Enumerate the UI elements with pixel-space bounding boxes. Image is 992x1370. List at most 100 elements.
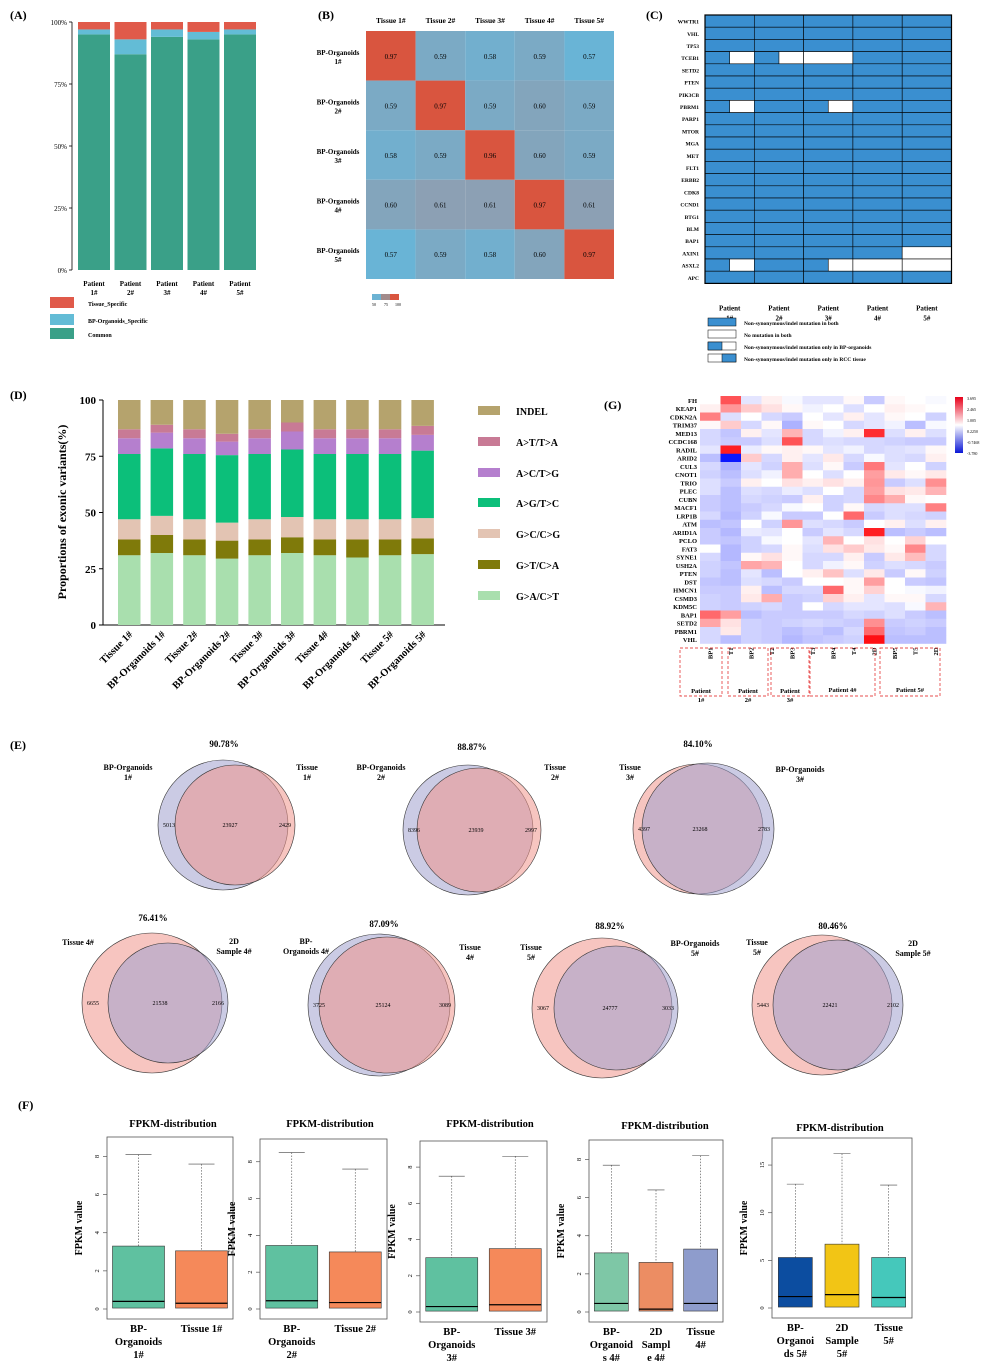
scale-label: 100 (395, 302, 401, 307)
group-label: 1# (698, 697, 705, 704)
heatmap-cell (823, 561, 844, 570)
overlap-percentage: 76.41% (138, 913, 167, 923)
heatmap-cell (925, 503, 947, 512)
mutation-cell (901, 234, 952, 248)
group-label: 2# (745, 697, 752, 704)
heatmap-cell (884, 503, 906, 512)
heatmap-cell (761, 635, 783, 644)
bar-segment (281, 449, 304, 517)
bar-segment (224, 34, 256, 271)
heatmap-cell (884, 635, 906, 644)
heatmap-cell (925, 610, 947, 620)
heatmap-cell (700, 478, 721, 488)
heatmap-cell (884, 462, 906, 471)
mutation-cell (803, 136, 854, 150)
heatmap-cell (741, 412, 762, 422)
panel-d-exonic-variant-chart: 0 25 50 75 100 Proportions of exonic variants… (55, 395, 560, 692)
heatmap-cell (905, 404, 926, 413)
mutation-cell (901, 148, 952, 162)
heatmap-cell (761, 544, 783, 554)
heatmap-cell (741, 536, 762, 545)
heatmap-cell (782, 404, 803, 413)
heatmap-cell (823, 437, 844, 446)
bar-segment (183, 555, 206, 625)
mutation-cell (803, 148, 854, 162)
heatmap-cell (864, 420, 885, 430)
mutation-cell (704, 246, 755, 260)
right-set-label: 2# (551, 773, 559, 782)
bar-segment (215, 455, 239, 523)
heatmap-cell (864, 627, 885, 636)
heatmap-cell (925, 561, 947, 570)
gene-label: MED13 (675, 431, 697, 438)
heatmap-cell (802, 585, 824, 595)
right-set-label: 2D (229, 937, 239, 946)
heatmap-cell (782, 445, 803, 455)
heatmap-cell (782, 478, 803, 488)
heatmap-cell (925, 618, 947, 628)
mutation-half (704, 51, 730, 65)
heatmap-cell (884, 552, 906, 562)
left-only-count: 6655 (87, 1001, 99, 1007)
heatmap-cell (843, 569, 865, 578)
patient-label: 3# (825, 314, 833, 322)
mutation-cell (901, 14, 952, 28)
heatmap-cell (761, 462, 783, 471)
heatmap-cell (700, 470, 721, 479)
heatmap-cell (802, 610, 824, 620)
bar-segment (183, 454, 206, 520)
gene-label: USH2A (676, 563, 698, 570)
box (778, 1257, 813, 1308)
box (328, 1251, 382, 1309)
x-tick-label: Patient (120, 280, 142, 288)
mutation-cell (753, 161, 804, 174)
mutation-cell (901, 136, 952, 150)
heatmap-cell (864, 404, 885, 413)
heatmap-cell (905, 412, 926, 422)
gene-label: FLT1 (686, 166, 699, 172)
heatmap-cell (782, 594, 803, 603)
heatmap-cell (700, 602, 721, 611)
heatmap-cell (905, 635, 926, 644)
x-tick-label: Organoids (428, 1340, 475, 1351)
heatmap-cell (761, 602, 783, 611)
x-tick-label: 5# (883, 1336, 894, 1347)
heatmap-cell (802, 453, 824, 463)
heatmap-cell (884, 528, 906, 537)
heatmap-cell (843, 552, 865, 562)
heatmap-cell (884, 478, 906, 488)
heatmap-cell (415, 179, 466, 230)
mutation-cell (852, 100, 903, 113)
heatmap-cell (465, 80, 515, 131)
heatmap-cell (823, 585, 844, 595)
right-only-count: 2166 (212, 1001, 224, 1007)
heatmap-cell (925, 594, 947, 603)
heatmap-cell (884, 486, 906, 496)
y-tick-label: 6 (247, 1196, 254, 1200)
heatmap-cell (782, 470, 803, 479)
heatmap-cell (514, 179, 565, 230)
heatmap-cell (925, 412, 947, 422)
heatmap-cell (564, 80, 614, 131)
mutation-half (803, 258, 829, 272)
left-set-label: 2# (377, 773, 385, 782)
mutation-cell (753, 112, 804, 126)
mutation-cell (704, 124, 755, 138)
x-tick-label: Patient (229, 280, 251, 288)
right-only-count: 2997 (525, 828, 537, 834)
heatmap-cell (843, 445, 865, 455)
venn-right-circle (641, 762, 775, 896)
bar-segment (118, 519, 141, 540)
right-set-label: Tissue (296, 763, 318, 772)
gene-label: SETD2 (682, 68, 699, 74)
heatmap-cell (700, 404, 721, 413)
heatmap-cell (884, 594, 906, 603)
y-tick-label: 2 (247, 1271, 254, 1274)
box (638, 1262, 674, 1312)
box-plot-title: FPKM-distribution (796, 1123, 884, 1134)
mutation-cell (901, 197, 952, 211)
mutation-cell (852, 63, 903, 77)
mutation-cell (901, 161, 952, 174)
heatmap-cell (925, 569, 947, 578)
y-tick-label: 8 (247, 1160, 254, 1163)
